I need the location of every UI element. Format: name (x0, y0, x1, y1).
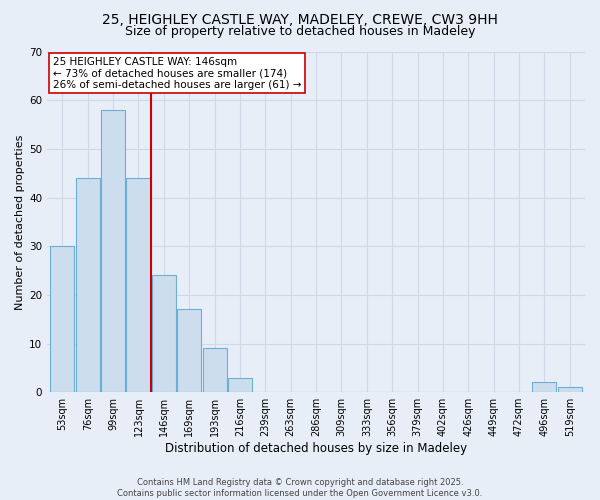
Text: 25, HEIGHLEY CASTLE WAY, MADELEY, CREWE, CW3 9HH: 25, HEIGHLEY CASTLE WAY, MADELEY, CREWE,… (102, 12, 498, 26)
Bar (558, 388, 582, 392)
Y-axis label: Number of detached properties: Number of detached properties (15, 134, 25, 310)
Bar (152, 276, 176, 392)
Bar (127, 178, 151, 392)
Text: 25 HEIGHLEY CASTLE WAY: 146sqm
← 73% of detached houses are smaller (174)
26% of: 25 HEIGHLEY CASTLE WAY: 146sqm ← 73% of … (53, 56, 301, 90)
Text: Size of property relative to detached houses in Madeley: Size of property relative to detached ho… (125, 25, 475, 38)
Bar (101, 110, 125, 392)
Bar (203, 348, 227, 392)
Bar (177, 310, 201, 392)
Bar (532, 382, 556, 392)
X-axis label: Distribution of detached houses by size in Madeley: Distribution of detached houses by size … (165, 442, 467, 455)
Bar (50, 246, 74, 392)
Text: Contains HM Land Registry data © Crown copyright and database right 2025.
Contai: Contains HM Land Registry data © Crown c… (118, 478, 482, 498)
Bar (76, 178, 100, 392)
Bar (228, 378, 252, 392)
